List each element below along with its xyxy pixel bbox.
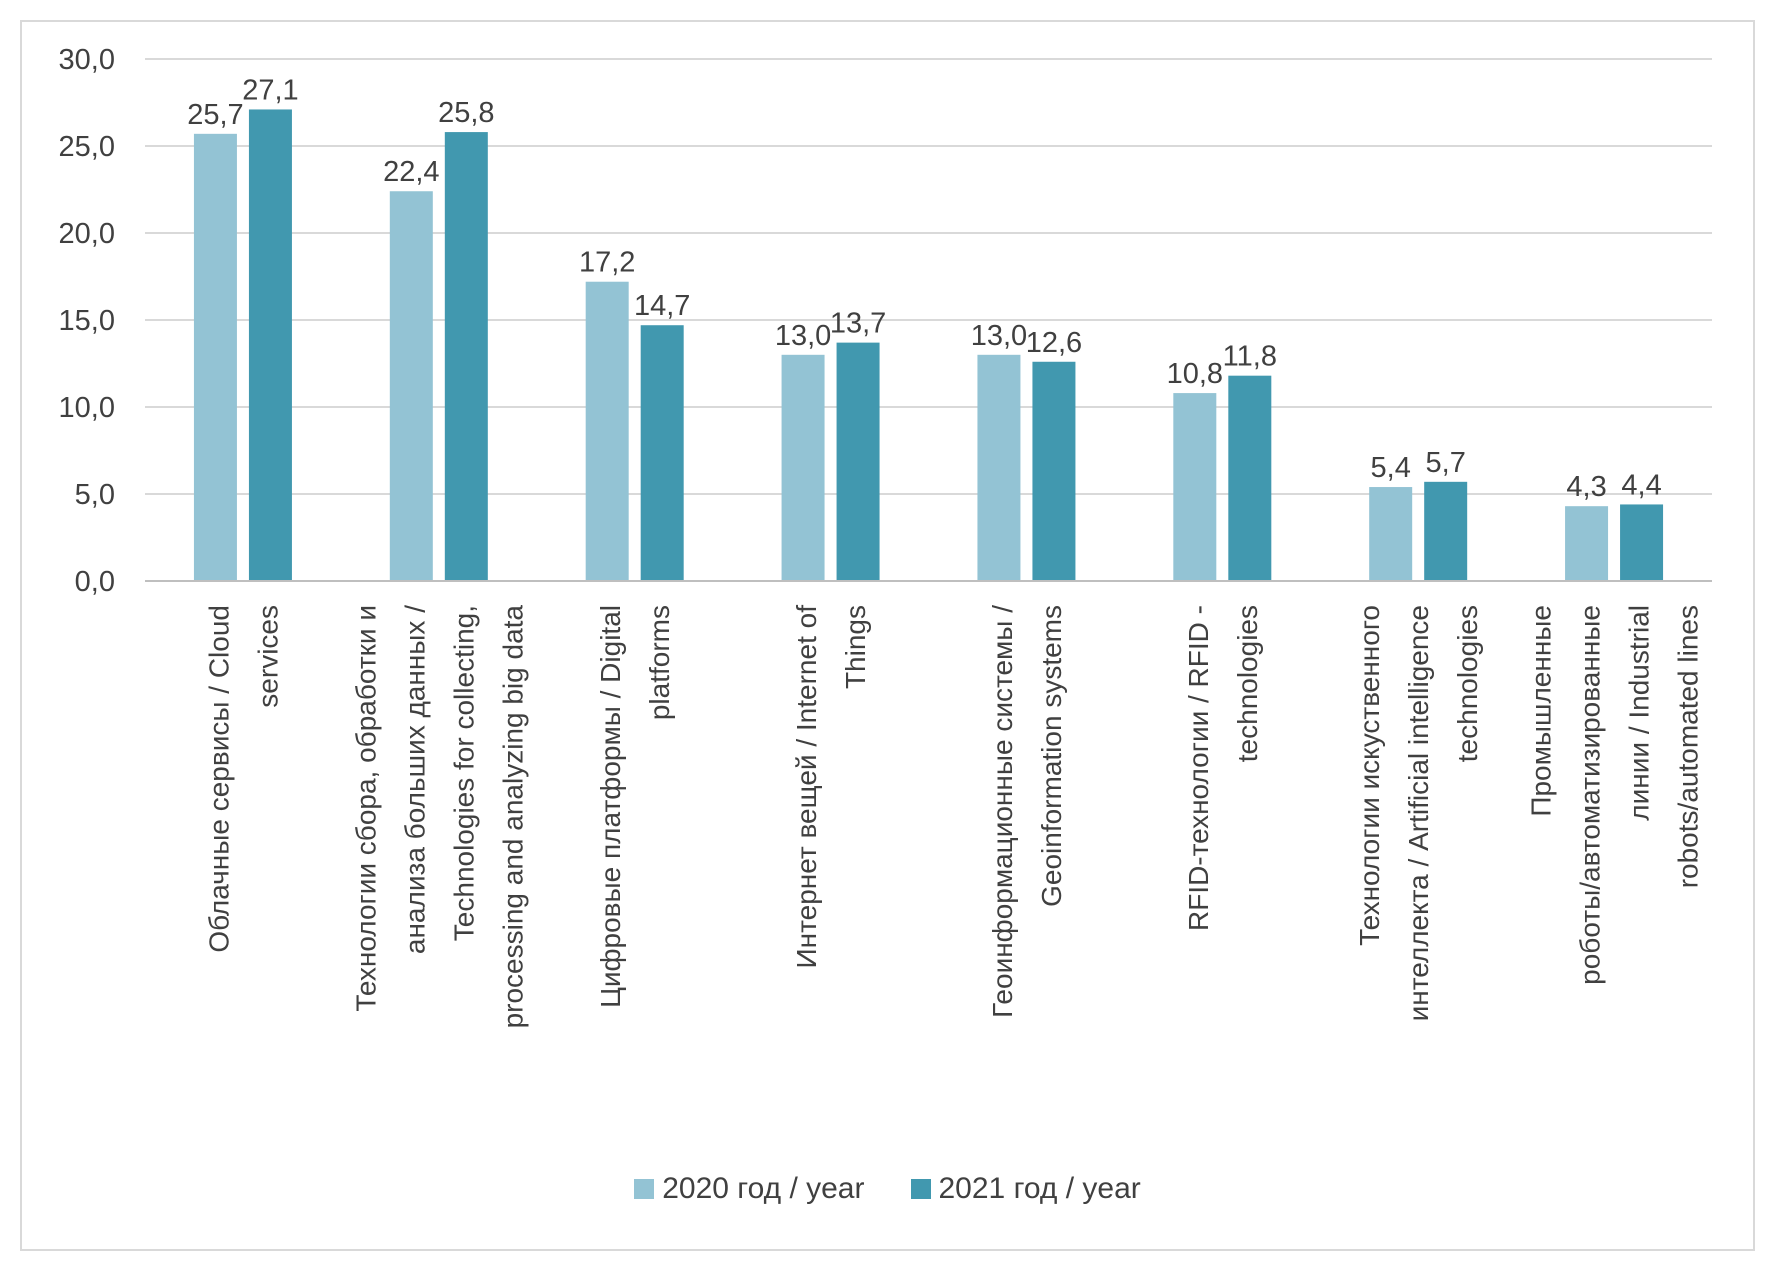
data-label: 4,3 <box>1566 471 1606 503</box>
legend-label-2020: 2020 год / year <box>662 1172 865 1205</box>
category-label: Технологии сбора, обработки и <box>350 605 381 1012</box>
category-label: processing and analyzing big data <box>497 605 528 1029</box>
y-tick-label: 5,0 <box>75 479 115 511</box>
data-label: 4,4 <box>1621 469 1661 501</box>
category-label: Geoinformation systems <box>1036 605 1067 907</box>
bar-2021 <box>1032 361 1076 581</box>
data-label: 5,4 <box>1371 452 1411 484</box>
data-label: 13,7 <box>830 308 886 340</box>
category-label: RFID-технологии / RFID - <box>1183 605 1214 931</box>
bar-2021 <box>836 342 880 581</box>
legend-swatch-2020 <box>634 1179 655 1199</box>
y-tick-label: 30,0 <box>59 44 115 76</box>
data-label: 25,7 <box>187 99 243 131</box>
data-label: 13,0 <box>775 320 831 352</box>
y-tick-label: 20,0 <box>59 218 115 250</box>
category-label: technologies <box>1452 605 1483 762</box>
bar-2020 <box>1369 487 1413 581</box>
data-label: 12,6 <box>1026 327 1082 359</box>
category-label: Technologies for collecting, <box>448 605 479 941</box>
bar-2020 <box>781 354 825 581</box>
data-label: 11,8 <box>1223 341 1277 373</box>
data-label: 27,1 <box>242 74 298 106</box>
category-label: robots/automated lines <box>1673 605 1704 888</box>
bar-2021 <box>444 132 488 581</box>
y-tick-label: 15,0 <box>59 305 115 337</box>
category-label: Things <box>840 605 871 689</box>
category-label: Облачные сервисы / Cloud <box>203 605 234 953</box>
y-tick-label: 10,0 <box>59 392 115 424</box>
data-label: 25,8 <box>438 97 494 129</box>
category-label: Цифровые платформы / Digital <box>595 605 626 1008</box>
legend-label-2021: 2021 год / year <box>938 1172 1141 1205</box>
data-label: 5,7 <box>1426 447 1466 479</box>
chart-frame <box>20 20 1755 1251</box>
legend: 2020 год / year 2021 год / year <box>0 1172 1775 1206</box>
category-label: Интернет вещей / Internet of <box>791 605 822 969</box>
legend-item-2021: 2021 год / year <box>910 1172 1141 1206</box>
category-label: platforms <box>644 605 675 720</box>
bar-2020 <box>389 191 433 582</box>
category-label: Геоинформационные системы / <box>987 605 1018 1018</box>
data-label: 22,4 <box>383 156 439 188</box>
category-label: technologies <box>1232 605 1263 762</box>
y-tick-label: 25,0 <box>59 131 115 163</box>
y-tick-label: 0,0 <box>75 566 115 598</box>
bar-2021 <box>1228 375 1272 581</box>
category-label: линии / Industrial <box>1624 605 1655 821</box>
bar-2021 <box>248 109 292 582</box>
bar-2021 <box>1620 504 1664 581</box>
data-label: 13,0 <box>971 320 1027 352</box>
data-label: 17,2 <box>579 247 635 279</box>
category-label: роботы/автоматизированные <box>1575 605 1606 985</box>
bar-2020 <box>585 281 629 581</box>
bar-2020 <box>977 354 1021 581</box>
category-label: интеллекта / Artificial intelligence <box>1403 605 1434 1021</box>
data-label: 10,8 <box>1167 358 1223 390</box>
bar-2020 <box>1565 506 1609 581</box>
bar-2020 <box>1173 393 1217 581</box>
category-label: Промышленные <box>1526 605 1557 817</box>
legend-swatch-2021 <box>910 1179 931 1199</box>
category-label: services <box>252 605 283 708</box>
legend-item-2020: 2020 год / year <box>634 1172 865 1206</box>
data-label: 14,7 <box>634 290 690 322</box>
bar-2021 <box>640 325 684 581</box>
bar-2020 <box>193 133 237 581</box>
bar-2021 <box>1424 481 1468 581</box>
category-label: Технологии искуственного <box>1354 605 1385 946</box>
category-label: анализа больших данных / <box>399 605 430 954</box>
